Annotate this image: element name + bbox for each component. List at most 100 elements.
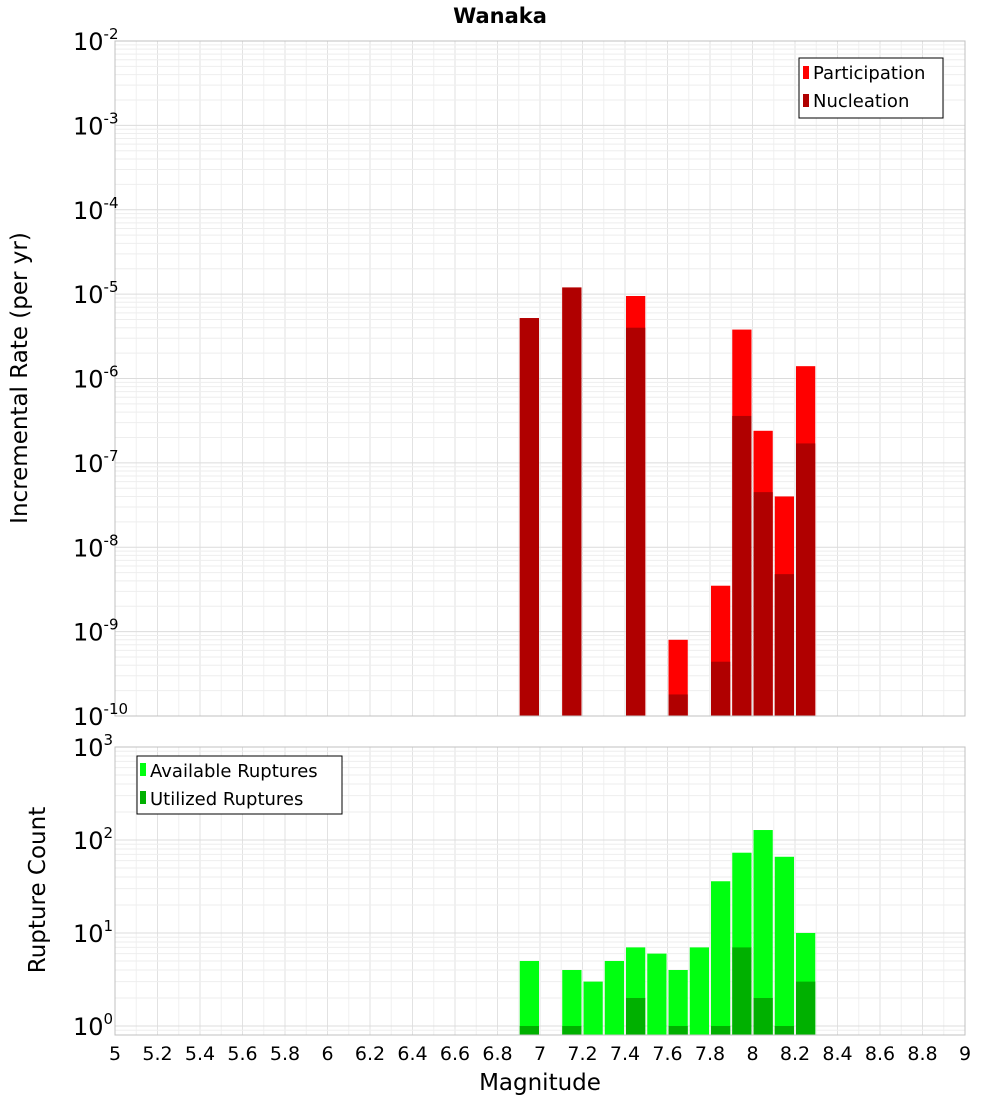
top-y-tick-base: 10	[73, 197, 104, 225]
available-ruptures-bar	[711, 881, 731, 1035]
x-tick-label: 8.2	[780, 1043, 810, 1065]
utilized-legend-swatch	[140, 791, 146, 804]
top-y-tick-label: 10-10	[73, 700, 128, 731]
available-ruptures-bar	[689, 947, 709, 1035]
x-tick-label: 5	[109, 1043, 121, 1065]
top-y-tick-exponent: -7	[104, 447, 119, 465]
x-tick-label: 6.6	[440, 1043, 470, 1065]
top-y-tick-label: 10-9	[73, 616, 119, 647]
utilized-ruptures-bar	[753, 997, 773, 1035]
utilized-ruptures-bar	[626, 997, 646, 1035]
nucleation-bar	[732, 415, 752, 716]
top-y-tick-label: 10-7	[73, 447, 119, 478]
nucleation-bar	[668, 694, 688, 716]
top-y-tick-exponent: -3	[104, 109, 119, 127]
bottom-y-tick-base: 10	[73, 920, 104, 948]
available-legend-label: Available Ruptures	[150, 761, 318, 782]
utilized-ruptures-bar	[774, 1025, 794, 1035]
top-y-tick-base: 10	[73, 703, 104, 731]
top-y-tick-exponent: -6	[104, 363, 119, 381]
top-y-tick-label: 10-5	[73, 278, 119, 309]
top-panel-y-ticks: 10-210-310-410-510-610-710-810-910-10	[73, 25, 128, 731]
utilized-legend-label: Utilized Ruptures	[150, 789, 303, 810]
bottom-y-tick-label: 100	[73, 1010, 113, 1041]
top-y-tick-label: 10-3	[73, 109, 119, 140]
x-tick-label: 8.6	[865, 1043, 895, 1065]
available-ruptures-bar	[562, 969, 582, 1035]
top-y-tick-exponent: -2	[104, 25, 119, 43]
x-axis-title: Magnitude	[479, 1070, 601, 1096]
utilized-ruptures-bar	[562, 1025, 582, 1035]
x-tick-label: 5.2	[142, 1043, 172, 1065]
top-panel-bars	[519, 287, 816, 716]
x-tick-label: 9	[959, 1043, 971, 1065]
nucleation-legend-label: Nucleation	[813, 91, 909, 112]
top-panel-frame	[114, 40, 966, 717]
x-tick-label: 6.2	[355, 1043, 385, 1065]
x-tick-label: 7.4	[610, 1043, 640, 1065]
top-y-tick-exponent: -5	[104, 278, 119, 296]
available-ruptures-bar	[519, 960, 539, 1035]
x-tick-label: 7.6	[652, 1043, 682, 1065]
x-tick-label: 7.2	[567, 1043, 597, 1065]
top-y-tick-exponent: -8	[104, 531, 119, 549]
nucleation-bar	[753, 492, 773, 716]
bottom-y-tick-label: 101	[73, 917, 113, 948]
x-tick-label: 5.4	[185, 1043, 215, 1065]
top-y-tick-label: 10-4	[73, 194, 119, 225]
bottom-y-tick-exponent: 1	[104, 917, 114, 935]
top-y-axis-title: Incremental Rate (per yr)	[7, 232, 33, 524]
top-y-tick-base: 10	[73, 534, 104, 562]
bottom-panel-frame	[114, 746, 966, 1036]
utilized-ruptures-bar	[732, 947, 752, 1035]
x-tick-label: 8.8	[907, 1043, 937, 1065]
participation-legend-swatch	[803, 66, 809, 79]
bottom-legend: Available Ruptures Utilized Ruptures	[136, 755, 343, 815]
x-tick-label: 6.4	[397, 1043, 427, 1065]
top-legend: Participation Nucleation	[798, 57, 944, 119]
nucleation-bar	[562, 287, 582, 716]
utilized-ruptures-bar	[711, 1025, 731, 1035]
available-legend-swatch	[140, 763, 146, 776]
x-tick-label: 6.8	[482, 1043, 512, 1065]
available-ruptures-bar	[583, 981, 603, 1035]
top-legend-box	[798, 57, 944, 119]
x-tick-label: 8.4	[822, 1043, 852, 1065]
top-panel-grid	[114, 41, 966, 717]
participation-legend-label: Participation	[813, 63, 925, 84]
available-ruptures-bar	[753, 830, 773, 1035]
available-ruptures-bar	[647, 953, 667, 1035]
top-y-tick-exponent: -4	[104, 194, 119, 212]
nucleation-bar	[519, 318, 539, 716]
nucleation-bar	[796, 443, 816, 716]
nucleation-bar	[626, 327, 646, 716]
top-y-tick-base: 10	[73, 28, 104, 56]
x-tick-label: 6	[321, 1043, 333, 1065]
top-y-tick-exponent: -10	[104, 700, 129, 718]
top-y-tick-label: 10-6	[73, 363, 119, 394]
top-y-tick-exponent: -9	[104, 616, 119, 634]
bottom-y-tick-base: 10	[73, 1013, 104, 1041]
x-tick-label: 7	[534, 1043, 546, 1065]
available-ruptures-bar	[668, 969, 688, 1035]
bottom-y-axis-title: Rupture Count	[25, 807, 51, 973]
nucleation-legend-swatch	[803, 94, 809, 107]
bottom-y-tick-base: 10	[73, 734, 104, 762]
utilized-ruptures-bar	[519, 1025, 539, 1035]
bottom-y-tick-base: 10	[73, 827, 104, 855]
chart-title: Wanaka	[453, 4, 547, 28]
top-y-tick-label: 10-8	[73, 531, 119, 562]
nucleation-bar	[774, 574, 794, 716]
bottom-panel-bars	[519, 830, 816, 1035]
top-y-tick-base: 10	[73, 366, 104, 394]
bottom-legend-box	[136, 755, 343, 815]
bottom-y-tick-exponent: 0	[104, 1010, 114, 1028]
utilized-ruptures-bar	[668, 1025, 688, 1035]
bottom-y-tick-exponent: 2	[104, 824, 114, 842]
top-y-tick-base: 10	[73, 281, 104, 309]
top-y-tick-label: 10-2	[73, 25, 119, 56]
top-y-tick-base: 10	[73, 619, 104, 647]
